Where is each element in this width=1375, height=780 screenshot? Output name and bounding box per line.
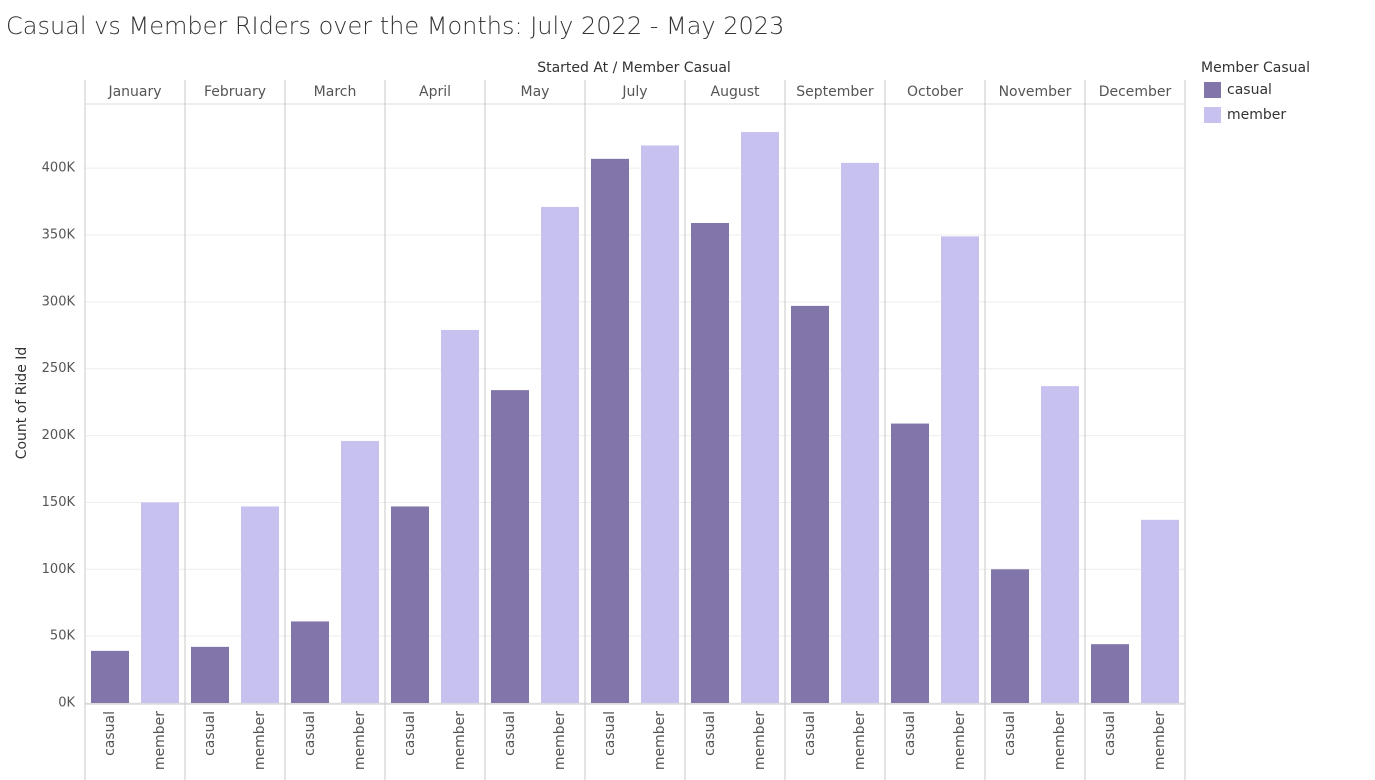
legend-label: member [1227, 107, 1286, 123]
x-tick-label: member [252, 711, 268, 770]
bar [191, 646, 229, 703]
x-tick-label: member [152, 711, 168, 770]
x-tick-label: casual [302, 711, 318, 756]
x-tick-label: member [352, 711, 368, 770]
x-tick-label: casual [402, 711, 418, 756]
x-tick-label: casual [802, 711, 818, 756]
column-header: Started At / Member Casual [537, 60, 731, 76]
x-tick-label: member [452, 711, 468, 770]
x-tick-label: casual [1002, 711, 1018, 756]
bar [91, 650, 129, 703]
y-tick-label: 300K [42, 294, 76, 309]
bar [741, 132, 779, 703]
bar [891, 423, 929, 703]
column-label: May [521, 84, 550, 100]
x-tick-label: member [752, 711, 768, 770]
x-tick-label: casual [702, 711, 718, 756]
legend-label: casual [1227, 82, 1272, 98]
column-label: August [711, 84, 761, 100]
x-tick-label: casual [1102, 711, 1118, 756]
bar [791, 305, 829, 703]
chart-title: Casual vs Member RIders over the Months:… [6, 12, 784, 40]
x-tick-label: member [1052, 711, 1068, 770]
y-tick-label: 250K [42, 361, 76, 376]
x-tick-label: member [952, 711, 968, 770]
bar [991, 569, 1029, 703]
bar [241, 506, 279, 703]
x-tick-label: casual [202, 711, 218, 756]
bar [941, 236, 979, 704]
bar [691, 222, 729, 703]
column-label: January [107, 84, 161, 100]
bar [1041, 386, 1079, 703]
y-tick-label: 150K [42, 495, 76, 510]
y-tick-label: 0K [58, 696, 75, 711]
x-tick-label: casual [602, 711, 618, 756]
legend-swatch [1204, 107, 1221, 123]
x-tick-label: member [652, 711, 668, 770]
x-tick-label: member [552, 711, 568, 770]
column-label: December [1099, 84, 1172, 100]
bar [591, 158, 629, 703]
column-label: September [796, 84, 874, 100]
x-tick-label: casual [902, 711, 918, 756]
bar [341, 440, 379, 703]
bar [1091, 644, 1129, 703]
bar [541, 206, 579, 703]
legend-swatch [1204, 82, 1221, 98]
column-label: November [999, 84, 1072, 100]
bar [841, 162, 879, 704]
bar [1141, 519, 1179, 703]
x-tick-label: casual [502, 711, 518, 756]
x-tick-label: casual [102, 711, 118, 756]
bar [641, 145, 679, 703]
column-label: October [907, 84, 963, 100]
bar [391, 506, 429, 703]
bar [491, 390, 529, 703]
y-tick-label: 200K [42, 428, 76, 443]
bar [441, 329, 479, 703]
legend-title: Member Casual [1201, 60, 1310, 76]
y-axis-label: Count of Ride Id [14, 347, 30, 460]
bar [291, 621, 329, 703]
y-tick-label: 100K [42, 562, 76, 577]
bar [141, 502, 179, 703]
y-tick-label: 400K [42, 161, 76, 176]
x-tick-label: member [1152, 711, 1168, 770]
y-tick-label: 50K [50, 629, 76, 644]
column-label: February [204, 84, 266, 100]
x-tick-label: member [852, 711, 868, 770]
column-label: July [621, 84, 647, 100]
column-label: April [419, 84, 451, 100]
y-tick-label: 350K [42, 228, 76, 243]
column-label: March [314, 84, 357, 100]
